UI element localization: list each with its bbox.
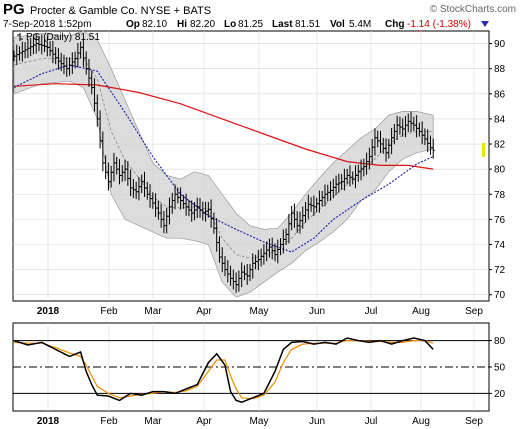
header-watermark: © StockCharts.com: [430, 4, 516, 15]
header-symbol: PG: [3, 1, 25, 18]
stochastic-month-label: Feb: [100, 416, 118, 427]
price-y-tick-label: 74: [494, 240, 506, 251]
stochastic-month-label: Sep: [465, 416, 483, 427]
price-y-tick-label: 80: [494, 165, 506, 176]
stochastic-month-label: Aug: [412, 416, 430, 427]
price-y-tick-label: 78: [494, 190, 506, 201]
stochastic-reference-lines: [13, 340, 489, 394]
header-open: 82.10: [142, 19, 167, 30]
ohlc-bar: [431, 138, 435, 159]
legend-bar-icon: [17, 33, 23, 41]
price-month-label: Feb: [100, 306, 118, 317]
price-month-label: 2018: [37, 306, 60, 317]
price-y-tick-label: 90: [494, 39, 506, 50]
stochastic-month-label: Jun: [309, 416, 325, 427]
price-y-tick-label: 84: [494, 114, 506, 125]
stochastic-month-label: 2018: [37, 416, 60, 427]
stochastic-y-axis: 20 50 80: [489, 336, 506, 400]
header-low: 81.25: [238, 19, 263, 30]
stochastic-y-tick-label: 80: [494, 336, 506, 347]
price-y-tick-label: 82: [494, 140, 506, 151]
header-chg: -1.14 (-1.38%): [407, 19, 471, 30]
stochastic-panel: 20 50 80 2018 Feb Mar Apr May Jun Jul Aug Sep: [12, 322, 506, 427]
price-y-tick-label: 70: [494, 290, 506, 301]
stochastic-month-label: Apr: [196, 416, 212, 427]
price-y-tick-label: 72: [494, 265, 506, 276]
stochastic-y-tick-label: 20: [494, 389, 506, 400]
header-quote-row: 7-Sep-2018 1:52pm Op 82.10 Hi 82.20 Lo 8…: [3, 19, 489, 30]
header-date: 7-Sep-2018 1:52pm: [3, 19, 91, 30]
price-month-label: Jul: [365, 306, 378, 317]
down-arrow-icon: [481, 21, 489, 27]
price-month-label: Aug: [412, 306, 430, 317]
price-month-label: Sep: [465, 306, 483, 317]
price-y-tick-label: 88: [494, 64, 506, 75]
header-high: 82.20: [190, 19, 215, 30]
price-y-tick-label: 86: [494, 89, 506, 100]
price-bars: [12, 34, 435, 293]
price-month-label: Apr: [196, 306, 212, 317]
ma200-line: [13, 83, 434, 170]
bollinger-middle-line: [13, 58, 434, 259]
price-month-label: May: [250, 306, 269, 317]
stochastic-k-line: [13, 337, 434, 403]
stochastic-y-tick-label: 50: [494, 363, 506, 374]
price-y-axis: 70 72 74 76 78 80 82 84 86 88 90: [489, 39, 506, 301]
price-legend: PG (Daily) 81.51: [17, 32, 100, 43]
stochastic-month-label: Jul: [365, 416, 378, 427]
stochastic-month-label: May: [250, 416, 269, 427]
header-high-label: Hi: [177, 19, 187, 30]
stochastic-month-label: Mar: [144, 416, 162, 427]
header-chg-label: Chg: [385, 19, 404, 30]
header-company: Procter & Gamble Co. NYSE + BATS: [30, 5, 211, 17]
stochastic-x-axis: 2018 Feb Mar Apr May Jun Jul Aug Sep: [37, 416, 483, 427]
header-vol-label: Vol: [330, 19, 345, 30]
price-x-axis: 2018 Feb Mar Apr May Jun Jul Aug Sep: [37, 306, 483, 317]
header-last-label: Last: [272, 19, 293, 30]
price-month-label: Jun: [309, 306, 325, 317]
header-open-label: Op: [126, 19, 140, 30]
price-month-label: Mar: [144, 306, 162, 317]
header-last: 81.51: [295, 19, 320, 30]
legend-text: PG (Daily) 81.51: [26, 32, 100, 43]
header-low-label: Lo: [224, 19, 236, 30]
header-vol: 5.4M: [349, 19, 371, 30]
price-y-tick-label: 76: [494, 215, 506, 226]
last-price-marker: [482, 143, 485, 157]
